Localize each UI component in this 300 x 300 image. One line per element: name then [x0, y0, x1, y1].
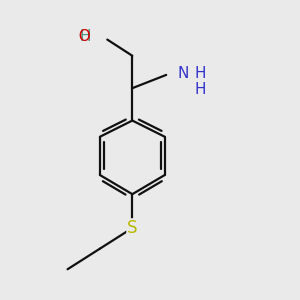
Text: H: H [194, 82, 206, 97]
Text: O: O [69, 29, 91, 44]
Text: N: N [178, 66, 189, 81]
Text: H: H [80, 29, 91, 44]
Text: H: H [194, 66, 206, 81]
Text: S: S [127, 219, 138, 237]
